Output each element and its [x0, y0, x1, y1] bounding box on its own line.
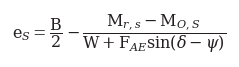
Text: $\mathrm{e}_S = \dfrac{\mathrm{B}}{2} - \dfrac{\mathrm{M}_{r,s} - \mathrm{M}_{O,: $\mathrm{e}_S = \dfrac{\mathrm{B}}{2} - … [12, 12, 227, 55]
